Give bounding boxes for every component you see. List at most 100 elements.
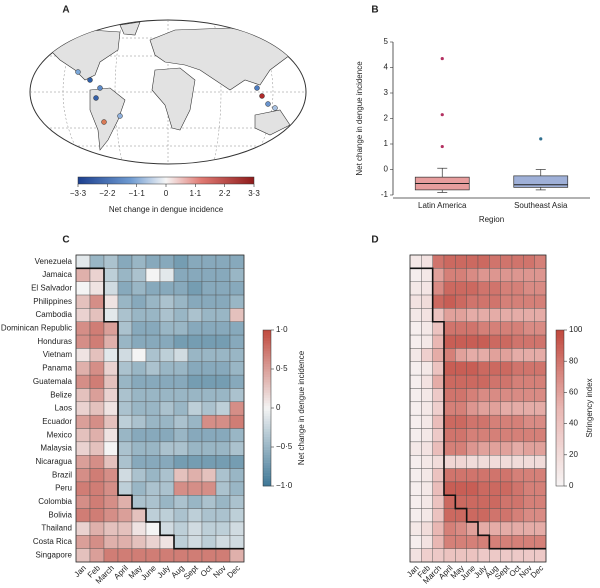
heat-cell xyxy=(215,455,231,469)
heat-cell xyxy=(187,468,203,483)
heat-cell xyxy=(500,268,513,282)
heat-cell xyxy=(103,428,119,443)
colorbar-segment xyxy=(263,421,271,424)
heat-cell xyxy=(409,374,422,389)
colorbar-tick-label: −2·2 xyxy=(99,189,116,198)
heat-cell xyxy=(145,321,161,336)
colorbar-segment xyxy=(263,379,271,383)
heat-cell xyxy=(455,254,467,269)
heat-cell xyxy=(229,388,245,403)
box xyxy=(513,175,569,188)
heat-cell xyxy=(103,521,119,536)
colorbar-segment xyxy=(263,395,271,398)
outlier xyxy=(440,144,444,149)
heat-cell xyxy=(443,294,456,309)
heat-cell xyxy=(89,294,105,309)
colorbar-segment xyxy=(556,447,564,450)
heatmap-frame xyxy=(409,254,547,563)
heat-cell xyxy=(421,374,433,389)
heat-cell xyxy=(75,294,91,309)
heat-cell xyxy=(103,268,119,282)
heat-cell xyxy=(187,535,203,549)
row-label: Mexico xyxy=(47,430,73,439)
heat-cell xyxy=(117,495,133,509)
heat-cell xyxy=(89,254,105,269)
heat-cell xyxy=(523,508,535,523)
heat-cell xyxy=(534,548,547,563)
heat-cell xyxy=(511,468,524,483)
heat-cell xyxy=(173,281,189,296)
heat-cell xyxy=(229,401,245,416)
heat-cell xyxy=(500,548,513,563)
heat-cell xyxy=(477,281,490,296)
outlier xyxy=(440,56,444,61)
colorbar-segment xyxy=(556,428,564,432)
heat-cell xyxy=(511,521,524,536)
heat-cell xyxy=(173,521,189,536)
colorbar-segment xyxy=(263,345,271,349)
heat-cell xyxy=(421,361,433,376)
heat-cell xyxy=(103,281,119,296)
heat-cell xyxy=(489,268,501,282)
colorbar-segment xyxy=(556,387,564,391)
heat-cell xyxy=(159,508,175,523)
heat-cell xyxy=(466,481,479,496)
colorbar-segment xyxy=(556,392,564,396)
colorbar-segment xyxy=(263,454,271,458)
heat-cell xyxy=(131,268,147,282)
heat-cell xyxy=(421,535,433,549)
heat-cell xyxy=(117,481,133,496)
heat-cell xyxy=(432,441,445,456)
heat-cell xyxy=(131,481,147,496)
colorbar-label: Stringency index xyxy=(585,378,594,437)
colorbar-segment xyxy=(263,415,271,419)
heat-cell xyxy=(534,455,547,469)
heat-cell xyxy=(229,548,245,563)
colorbar-segment xyxy=(556,449,564,453)
heat-cell xyxy=(432,374,445,389)
heat-cell xyxy=(534,428,547,443)
heat-cell xyxy=(117,254,133,269)
heat-cell xyxy=(455,548,467,563)
colorbar-segment xyxy=(556,395,564,398)
heat-cell xyxy=(511,254,524,269)
colorbar-segment xyxy=(556,353,564,357)
heat-cell xyxy=(173,308,189,322)
y-tick-label: 5 xyxy=(384,37,389,46)
colorbar-segment xyxy=(263,452,271,456)
colorbar-tick-label: 3·3 xyxy=(248,189,260,198)
colorbar-segment xyxy=(263,483,271,487)
heat-cell xyxy=(131,321,147,336)
heat-cell xyxy=(523,441,535,456)
heat-cell xyxy=(229,428,245,443)
colorbar-segment xyxy=(263,467,271,471)
colorbar-segment xyxy=(263,350,271,354)
heat-cell xyxy=(201,401,217,416)
heat-cell xyxy=(466,441,479,456)
heat-cell xyxy=(421,508,433,523)
heat-cell xyxy=(409,468,422,483)
heat-cell xyxy=(89,521,105,536)
heat-cell xyxy=(173,495,189,509)
heat-cell xyxy=(103,361,119,376)
heat-cell xyxy=(466,388,479,403)
heat-cell xyxy=(103,308,119,322)
colorbar-segment xyxy=(556,423,564,427)
heat-cell xyxy=(511,428,524,443)
heat-cell xyxy=(201,308,217,322)
heat-cell xyxy=(201,481,217,496)
colorbar-segment xyxy=(556,408,564,411)
heat-cell xyxy=(489,468,501,483)
colorbar-tick-label: 0 xyxy=(164,189,169,198)
heat-cell xyxy=(500,495,513,509)
heat-cell xyxy=(173,361,189,376)
heat-cell xyxy=(477,374,490,389)
heat-cell xyxy=(466,401,479,416)
heat-cell xyxy=(131,401,147,416)
colorbar-segment xyxy=(263,436,271,440)
heat-cell xyxy=(421,388,433,403)
colorbar-segment xyxy=(556,366,564,370)
colorbar-segment xyxy=(556,402,564,406)
colorbar-segment xyxy=(556,371,564,375)
heat-cell xyxy=(534,361,547,376)
